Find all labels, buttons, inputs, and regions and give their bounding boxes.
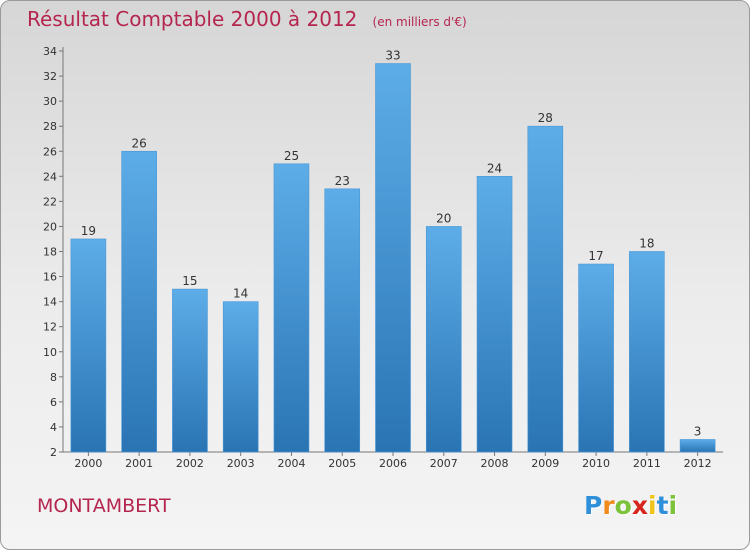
- logo-letter: P: [584, 491, 603, 520]
- x-tick-label-2005: 2005: [328, 457, 356, 470]
- y-tick-label: 2: [50, 446, 57, 459]
- bar-2008: [476, 176, 513, 453]
- data-label-2001: 26: [132, 136, 147, 150]
- y-tick-label: 10: [43, 346, 57, 359]
- y-tick-label: 18: [43, 246, 57, 259]
- bar-2005: [324, 188, 361, 453]
- x-tick-label-2004: 2004: [277, 457, 305, 470]
- x-tick-label-2010: 2010: [582, 457, 610, 470]
- y-tick-label: 22: [43, 195, 57, 208]
- bar-2002: [172, 288, 208, 453]
- x-tick-label-2012: 2012: [684, 457, 712, 470]
- y-tick-label: 20: [43, 220, 57, 233]
- bar-layer: 19 26 15 14 25 23 33 20 24 28 17 18 3: [70, 49, 716, 453]
- y-tick-label: 8: [50, 371, 57, 384]
- data-label-2002: 15: [182, 274, 197, 288]
- y-tick-label: 16: [43, 271, 57, 284]
- x-tick-label-2000: 2000: [74, 457, 102, 470]
- logo-letter: t: [656, 491, 669, 520]
- y-tick-label: 30: [43, 95, 57, 108]
- y-tick-label: 34: [43, 45, 57, 58]
- bar-2000: [70, 238, 107, 453]
- x-tick-label-2003: 2003: [227, 457, 255, 470]
- bar-2004: [273, 163, 310, 453]
- logo-letter: i: [668, 491, 678, 520]
- data-label-2010: 17: [588, 249, 603, 263]
- data-label-2012: 3: [694, 424, 702, 438]
- bar-2009: [527, 125, 564, 453]
- bar-2006: [375, 63, 411, 453]
- data-label-2000: 19: [81, 224, 96, 238]
- y-tick-label: 32: [43, 70, 57, 83]
- y-tick-label: 24: [43, 170, 57, 183]
- y-tick-label: 28: [43, 120, 57, 133]
- x-tick-label-2007: 2007: [430, 457, 458, 470]
- bar-2003: [222, 301, 259, 453]
- logo-letter: x: [631, 491, 648, 520]
- data-label-2008: 24: [487, 161, 502, 175]
- title-row: Résultat Comptable 2000 à 2012 (en milli…: [27, 7, 467, 31]
- data-label-2003: 14: [233, 287, 248, 301]
- bar-2007: [425, 226, 462, 453]
- logo-letter: r: [602, 491, 615, 520]
- logo-letter: i: [648, 491, 657, 520]
- x-tick-label-2002: 2002: [176, 457, 204, 470]
- logo-letter: o: [614, 491, 632, 520]
- bar-2001: [121, 150, 157, 453]
- y-tick-label: 6: [50, 396, 57, 409]
- y-tick-label: 14: [43, 296, 57, 309]
- commune-name: MONTAMBERT: [37, 495, 171, 517]
- bar-2010: [578, 263, 614, 453]
- y-tick-label: 12: [43, 321, 57, 334]
- proxiti-logo[interactable]: Proxiti: [584, 491, 677, 520]
- x-tick-label-2008: 2008: [481, 457, 509, 470]
- bar-2011: [629, 251, 665, 453]
- x-tick-label-2001: 2001: [125, 457, 153, 470]
- y-tick-label: 4: [50, 421, 57, 434]
- data-label-2009: 28: [538, 111, 553, 125]
- y-tick-label: 26: [43, 145, 57, 158]
- x-tick-label-2011: 2011: [633, 457, 661, 470]
- data-label-2007: 20: [436, 211, 451, 225]
- data-label-2005: 23: [335, 174, 350, 188]
- chart-title: Résultat Comptable 2000 à 2012: [27, 7, 358, 31]
- data-label-2011: 18: [639, 237, 654, 251]
- data-label-2006: 33: [385, 49, 400, 63]
- bar-2012: [679, 439, 716, 453]
- x-tick-label-2006: 2006: [379, 457, 407, 470]
- x-tick-label-2009: 2009: [531, 457, 559, 470]
- data-label-2004: 25: [284, 149, 299, 163]
- chart-subtitle: (en milliers d'€): [372, 15, 467, 29]
